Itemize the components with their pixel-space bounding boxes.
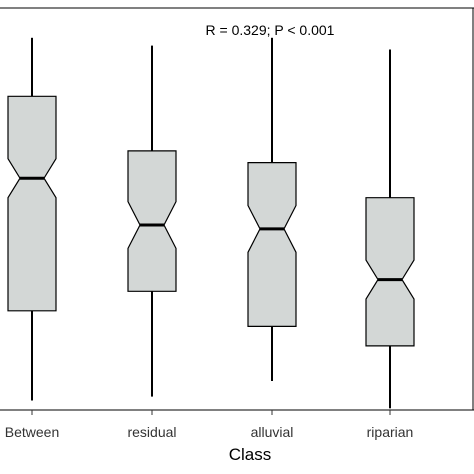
box: [365, 197, 415, 347]
boxes-group: [7, 37, 415, 409]
box: [7, 95, 57, 312]
x-tick-label: residual: [127, 424, 176, 440]
x-tick-label: alluvial: [251, 424, 294, 440]
box: [247, 162, 297, 327]
x-tick-label: Between: [5, 424, 59, 440]
x-tick-label: riparian: [367, 424, 414, 440]
x-axis-title: Class: [229, 445, 272, 464]
box: [127, 150, 177, 292]
x-tick-labels: Between residual alluvial riparian: [5, 410, 414, 440]
stats-annotation: R = 0.329; P < 0.001: [206, 22, 335, 38]
